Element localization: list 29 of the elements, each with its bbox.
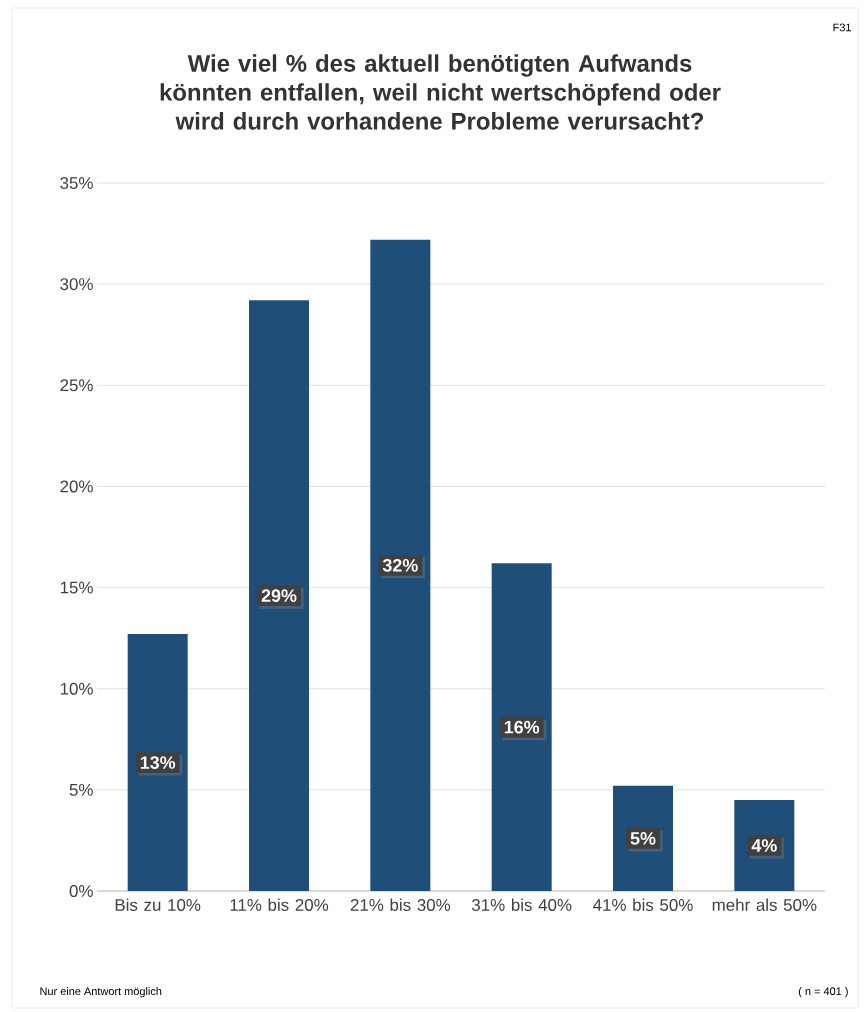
data-label: 16% (504, 720, 540, 734)
x-tick-label: 31% bis 40% (471, 898, 572, 911)
data-label: 5% (630, 832, 656, 845)
x-tick-label: 41% bis 50% (593, 898, 693, 911)
y-tick-label: 15% (60, 581, 93, 594)
y-tick-label: 35% (60, 177, 93, 190)
data-label: 13% (140, 756, 176, 769)
text: F31 (833, 23, 851, 32)
data-label: 4% (751, 839, 777, 852)
text: ( n = 401 ) (798, 987, 848, 998)
data-label: 29% (261, 589, 297, 603)
x-tick-label: 21% bis 30% (350, 898, 451, 911)
bar (613, 785, 674, 892)
chart-title: Wie viel % des aktuell benötigten Aufwands könnten entfallen, weil nicht wertschöpfend oder wird durch vorhandene Probleme verursacht? (160, 54, 721, 130)
data-label: 32% (382, 558, 418, 572)
y-tick-label: 5% (69, 783, 93, 796)
bar (249, 300, 309, 892)
y-tick-label: 0% (69, 885, 93, 898)
bar (127, 634, 188, 892)
y-tick-label: 10% (60, 682, 93, 695)
text: Nur eine Antwort möglich (40, 987, 162, 998)
y-tick-label: 20% (60, 480, 93, 493)
bar (370, 239, 431, 892)
bar (491, 563, 552, 892)
x-tick-label: 11% bis 20% (230, 898, 329, 911)
x-tick-label: mehr als 50% (712, 898, 817, 911)
y-tick-label: 30% (60, 278, 93, 291)
y-tick-label: 25% (60, 379, 93, 392)
x-tick-label: Bis zu 10% (115, 898, 201, 911)
